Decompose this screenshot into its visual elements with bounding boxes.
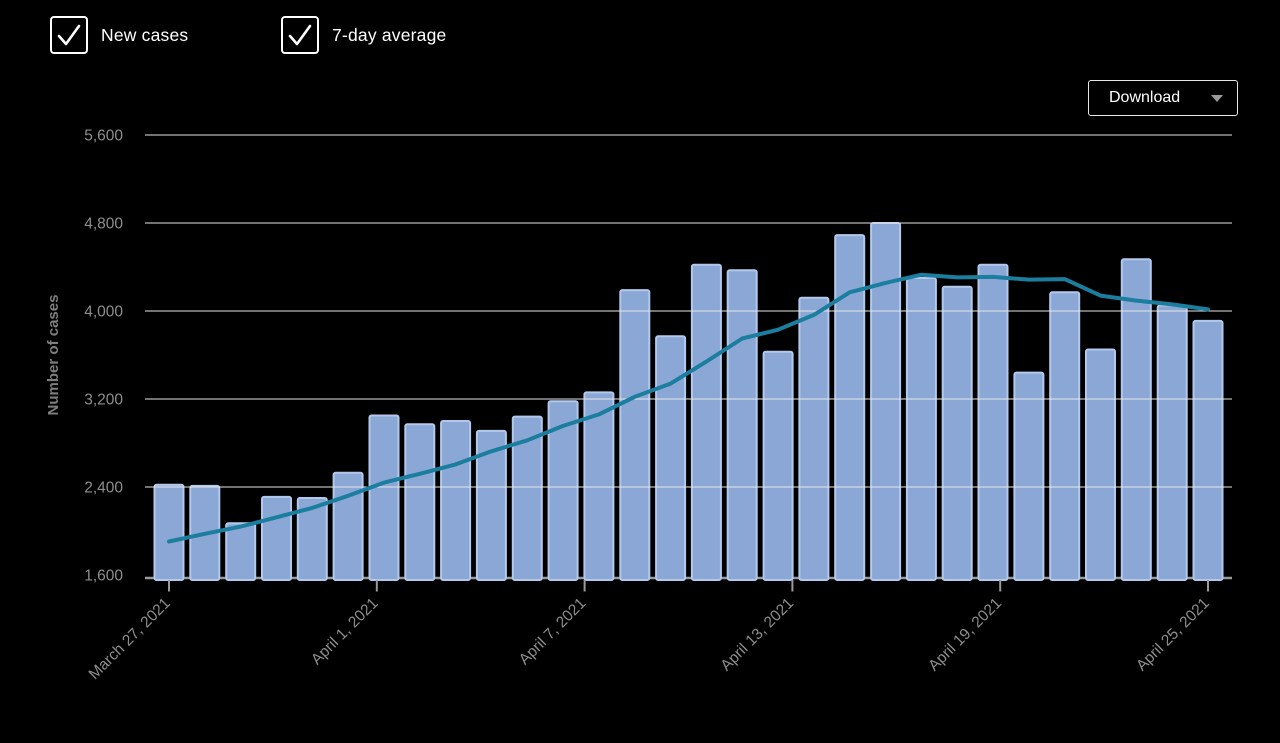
checkbox-new-cases-label: New cases bbox=[101, 24, 189, 45]
y-tick-label: 4,000 bbox=[84, 304, 123, 321]
bar-8[interactable] bbox=[440, 420, 472, 581]
x-tick-label: April 25, 2021 bbox=[1133, 595, 1213, 675]
checkbox-7-day-average-label: 7-day average bbox=[332, 24, 447, 45]
bar-7[interactable] bbox=[404, 423, 436, 581]
y-axis-title: Number of cases bbox=[45, 295, 62, 416]
y-tick-label: 1,600 bbox=[84, 568, 123, 585]
bar-27[interactable] bbox=[1120, 258, 1152, 581]
checkbox-new-cases-box[interactable] bbox=[50, 16, 88, 54]
chevron-down-icon bbox=[1211, 94, 1223, 102]
bar-2[interactable] bbox=[225, 522, 257, 581]
check-icon bbox=[57, 24, 81, 46]
bar-0[interactable] bbox=[153, 483, 185, 581]
bar-23[interactable] bbox=[977, 263, 1009, 581]
download-button-label: Download bbox=[1109, 89, 1181, 106]
x-tick-label: April 13, 2021 bbox=[718, 595, 798, 675]
bar-19[interactable] bbox=[834, 234, 866, 581]
checkbox-new-cases[interactable]: New cases bbox=[50, 16, 188, 54]
bar-group bbox=[153, 222, 1224, 582]
x-tick-label: March 27, 2021 bbox=[86, 595, 174, 683]
bar-17[interactable] bbox=[762, 350, 794, 582]
bar-25[interactable] bbox=[1049, 291, 1081, 581]
y-tick-label: 3,200 bbox=[84, 392, 123, 409]
bar-26[interactable] bbox=[1085, 348, 1116, 581]
bar-5[interactable] bbox=[332, 471, 364, 582]
x-tick-label: April 1, 2021 bbox=[308, 595, 382, 669]
bar-12[interactable] bbox=[583, 391, 615, 581]
checkbox-7-day-average[interactable]: 7-day average bbox=[281, 16, 446, 54]
bar-20[interactable] bbox=[870, 222, 902, 581]
bar-11[interactable] bbox=[547, 400, 579, 582]
checkbox-7-day-average-box[interactable] bbox=[281, 16, 319, 54]
download-button[interactable]: Download bbox=[1088, 80, 1238, 116]
bar-18[interactable] bbox=[798, 296, 830, 581]
bar-14[interactable] bbox=[655, 335, 687, 581]
x-axis-labels: March 27, 2021 April 1, 2021 April 7, 2021… bbox=[86, 580, 1213, 683]
bar-24[interactable] bbox=[1013, 371, 1045, 581]
legend: New cases 7-day average bbox=[0, 0, 1280, 60]
bar-21[interactable] bbox=[905, 277, 937, 581]
x-tick-label: April 19, 2021 bbox=[925, 595, 1005, 675]
bar-15[interactable] bbox=[690, 263, 722, 581]
y-axis-labels: 1,600 2,400 3,200 4,000 4,800 5,600 bbox=[84, 128, 123, 585]
gridlines bbox=[145, 134, 1232, 488]
bar-3[interactable] bbox=[261, 495, 292, 581]
bar-13[interactable] bbox=[619, 289, 651, 581]
x-tick-label: April 7, 2021 bbox=[516, 595, 590, 669]
check-icon bbox=[288, 24, 312, 46]
bar-28[interactable] bbox=[1156, 304, 1188, 581]
bar-16[interactable] bbox=[726, 269, 758, 581]
y-tick-label: 5,600 bbox=[84, 128, 123, 145]
bar-6[interactable] bbox=[368, 414, 400, 581]
y-tick-label: 2,400 bbox=[84, 480, 123, 497]
bar-22[interactable] bbox=[941, 285, 973, 581]
bar-10[interactable] bbox=[511, 415, 543, 581]
bar-9[interactable] bbox=[475, 429, 507, 581]
y-tick-label: 4,800 bbox=[84, 216, 123, 233]
bar-29[interactable] bbox=[1192, 319, 1224, 581]
bar-4[interactable] bbox=[296, 497, 328, 581]
avg-line bbox=[167, 272, 1210, 544]
